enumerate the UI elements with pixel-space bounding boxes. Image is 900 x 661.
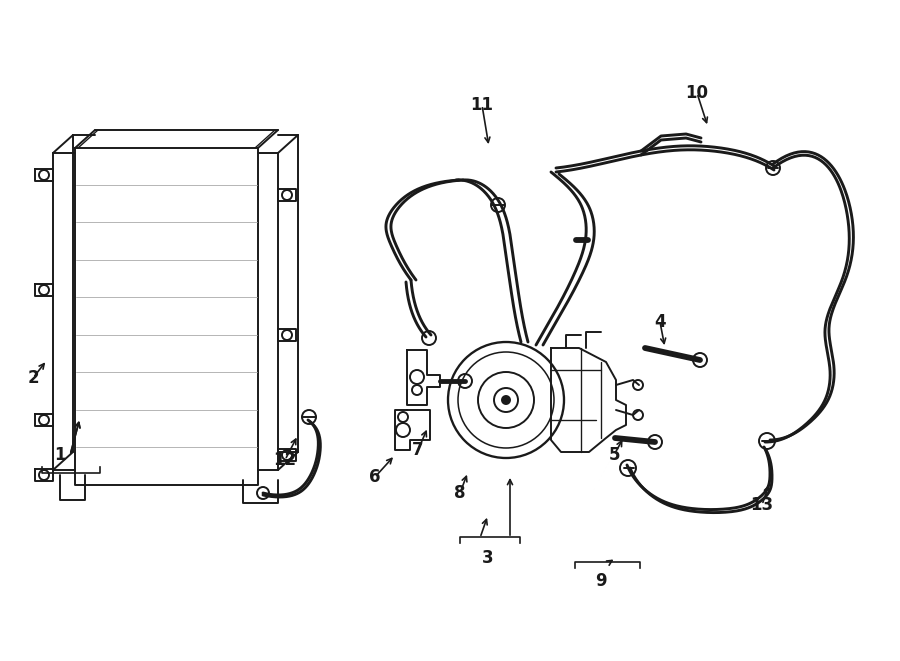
Circle shape [502, 396, 510, 404]
Text: 12: 12 [274, 451, 297, 469]
Text: 4: 4 [654, 313, 666, 331]
Text: 13: 13 [751, 496, 774, 514]
Text: 9: 9 [595, 572, 607, 590]
Text: 1: 1 [54, 446, 66, 464]
Text: 8: 8 [454, 484, 466, 502]
Text: 10: 10 [686, 84, 708, 102]
Text: 7: 7 [412, 441, 424, 459]
Text: 6: 6 [369, 468, 381, 486]
Text: 3: 3 [482, 549, 494, 567]
Text: 2: 2 [27, 369, 39, 387]
Text: 5: 5 [608, 446, 620, 464]
Text: 11: 11 [471, 96, 493, 114]
